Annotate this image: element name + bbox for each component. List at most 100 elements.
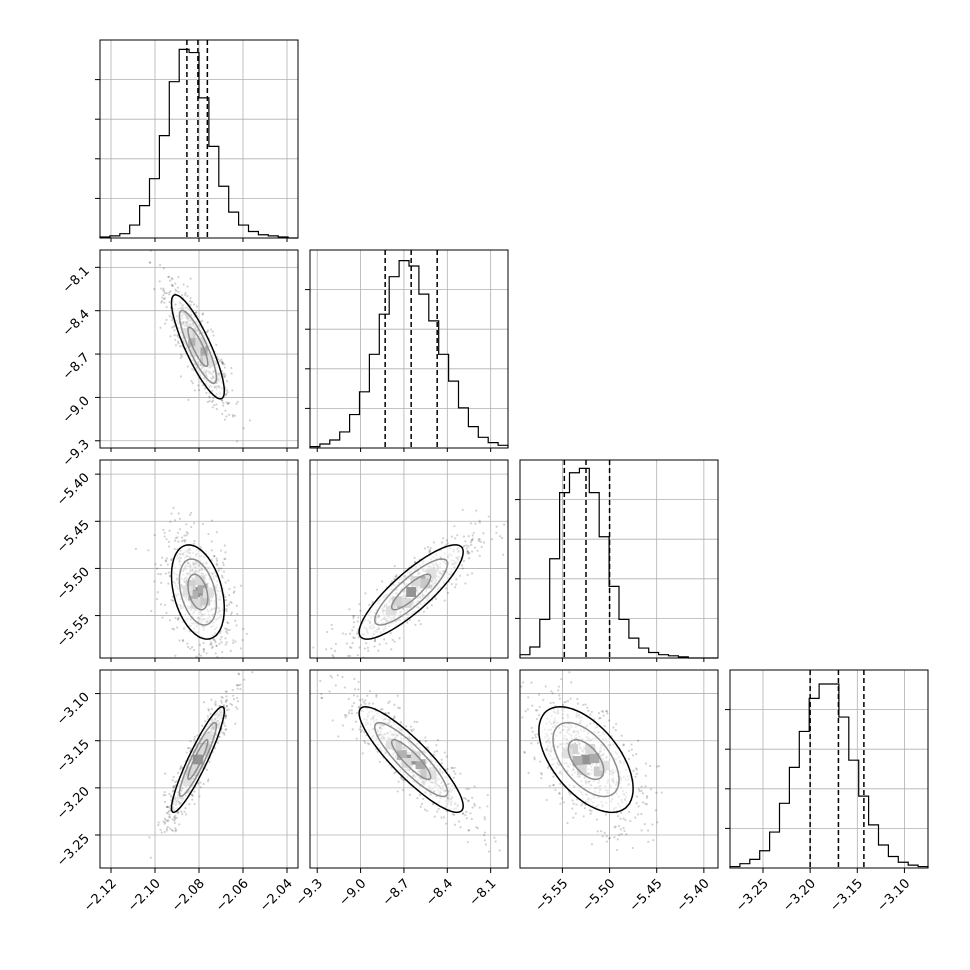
sample-point [221, 696, 224, 699]
sample-point [325, 648, 328, 651]
sample-point [210, 708, 213, 711]
sample-point [139, 230, 141, 232]
sample-point [165, 611, 168, 615]
sample-point [560, 797, 564, 800]
sample-point [465, 817, 468, 820]
sample-point [608, 719, 611, 722]
sample-point [177, 275, 180, 279]
sample-point [538, 705, 541, 709]
sample-point [232, 694, 235, 697]
sample-point [514, 706, 516, 708]
sample-point [540, 777, 543, 780]
sample-point [474, 522, 477, 525]
sample-point [154, 563, 157, 566]
sample-point [148, 836, 151, 839]
sample-point [345, 714, 348, 717]
sample-point [644, 785, 647, 788]
sample-point [597, 711, 601, 715]
histogram-panel-1 [305, 250, 509, 448]
sample-point [174, 830, 177, 833]
sample-point [185, 813, 188, 816]
sample-point [183, 534, 186, 537]
sample-point [640, 785, 643, 788]
sample-point [208, 396, 211, 399]
sample-point [224, 374, 227, 377]
sample-point [480, 545, 483, 548]
sample-point [193, 735, 196, 739]
sample-point [159, 828, 162, 831]
sample-point [180, 810, 183, 813]
sample-point [191, 793, 194, 797]
sample-point [601, 835, 604, 838]
sample-point [172, 785, 175, 788]
sample-point [185, 523, 188, 526]
sample-point [587, 709, 590, 712]
sample-point [230, 372, 233, 375]
sample-point [635, 753, 638, 756]
sample-point [221, 412, 224, 416]
sample-point [376, 750, 379, 753]
sample-point [624, 818, 627, 822]
sample-point [173, 818, 177, 821]
sample-point [378, 760, 381, 763]
sample-point [189, 297, 192, 300]
sample-point [385, 642, 388, 645]
sample-point [368, 690, 372, 693]
sample-point [398, 637, 401, 640]
sample-point [161, 616, 164, 619]
sample-point [243, 678, 246, 681]
sample-point [606, 712, 609, 715]
sample-point [484, 843, 488, 846]
sample-point [163, 292, 167, 295]
sample-point [219, 631, 222, 635]
sample-point [394, 575, 397, 578]
sample-point [160, 301, 163, 304]
sample-point [174, 827, 177, 830]
sample-point [357, 665, 359, 667]
sample-point [229, 702, 232, 705]
sample-point [173, 628, 176, 631]
sample-point [181, 294, 184, 297]
sample-point [493, 836, 496, 839]
sample-point [516, 740, 518, 742]
sample-point [166, 825, 169, 829]
sample-point [224, 595, 227, 599]
sample-point [453, 766, 456, 769]
sample-point [466, 552, 469, 555]
sample-point [245, 632, 248, 635]
sample-point [472, 531, 475, 535]
sample-point [466, 550, 469, 554]
sample-point [453, 823, 457, 826]
sample-point [535, 717, 539, 721]
sample-point [170, 283, 173, 286]
sample-point [147, 549, 150, 552]
y-tick-label: −8.4 [60, 307, 93, 340]
sample-point [365, 641, 368, 645]
sample-point [224, 627, 227, 630]
sample-point [395, 573, 398, 577]
sample-point [172, 775, 175, 779]
sample-point [189, 303, 192, 306]
sample-point [641, 792, 645, 795]
sample-point [174, 288, 177, 291]
sample-point [358, 646, 361, 649]
sample-point [163, 817, 166, 820]
sample-point [467, 557, 471, 560]
sample-point [645, 795, 649, 798]
sample-point [215, 559, 219, 562]
sample-point [148, 261, 151, 264]
sample-point [333, 649, 336, 653]
sample-point [627, 810, 631, 814]
sample-point [227, 708, 230, 711]
sample-point [226, 391, 229, 394]
sample-point [207, 708, 210, 711]
x-tick-label: −2.06 [213, 876, 252, 915]
sample-point [199, 786, 202, 789]
sample-point [162, 297, 166, 301]
sample-point [195, 305, 199, 308]
contour-line [170, 706, 226, 814]
sample-point [176, 531, 179, 534]
sample-point [176, 618, 179, 621]
sample-point [566, 699, 570, 702]
sample-point [457, 820, 461, 823]
